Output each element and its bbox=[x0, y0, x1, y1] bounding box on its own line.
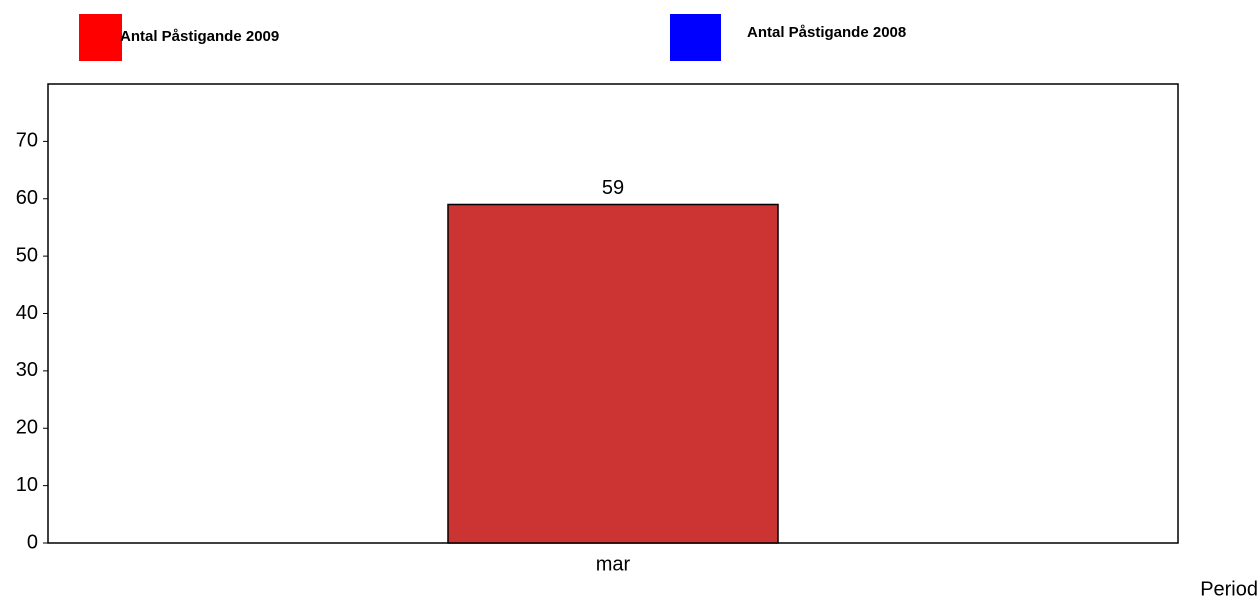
y-tick-label: 10 bbox=[16, 474, 38, 496]
legend-label: Antal Påstigande 2009 bbox=[120, 28, 279, 45]
legend-swatch bbox=[670, 14, 721, 61]
legend-swatch bbox=[79, 14, 122, 61]
x-tick-label: mar bbox=[596, 553, 631, 575]
bar bbox=[447, 203, 779, 544]
y-tick-label: 30 bbox=[16, 359, 38, 381]
data-label: 59 bbox=[602, 177, 624, 199]
y-tick-label: 0 bbox=[27, 531, 38, 553]
y-tick-label: 60 bbox=[16, 187, 38, 209]
legend-label: Antal Påstigande 2008 bbox=[747, 24, 906, 41]
x-axis-label: Period bbox=[1200, 578, 1258, 600]
y-tick-label: 40 bbox=[16, 302, 38, 324]
y-tick-label: 20 bbox=[16, 417, 38, 439]
y-tick-label: 50 bbox=[16, 244, 38, 266]
y-tick-label: 70 bbox=[16, 130, 38, 152]
